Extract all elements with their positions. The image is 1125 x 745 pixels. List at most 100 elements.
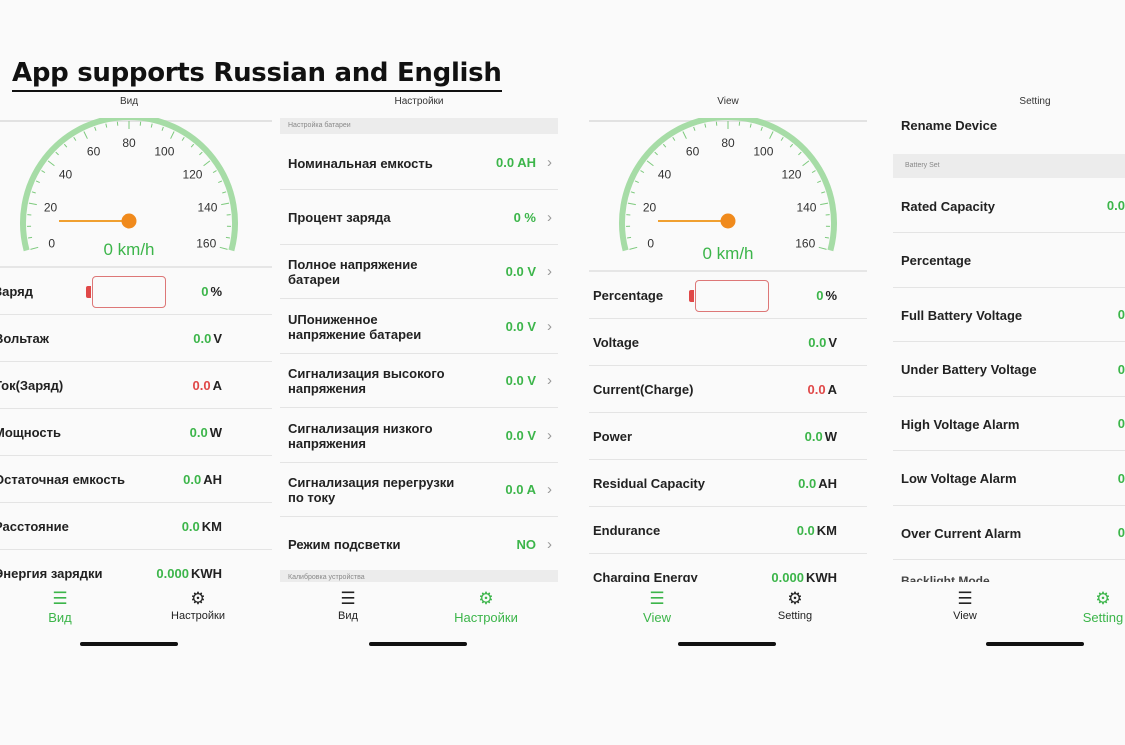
tab-view[interactable]: ☰ Вид xyxy=(0,590,120,626)
row-value: 0.0 xyxy=(796,523,815,538)
setting-value: 0 xyxy=(1117,470,1125,486)
tab-settings[interactable]: ⚙ Setting xyxy=(1043,590,1125,626)
row-label: Расстояние xyxy=(0,519,69,534)
row-label: Endurance xyxy=(593,523,661,538)
tab-settings[interactable]: ⚙ Setting xyxy=(735,590,855,623)
setting-row[interactable]: Режим подсветки NO › xyxy=(280,517,558,572)
gauge-tick xyxy=(219,246,228,250)
row-value: 0.0 xyxy=(807,382,826,397)
setting-row[interactable]: Low Voltage Alarm 0 xyxy=(893,451,1125,506)
tab-settings[interactable]: ⚙ Настройки xyxy=(138,590,258,623)
data-row: Endurance 0.0 KM xyxy=(589,507,867,554)
tab-view-label: Вид xyxy=(338,610,358,622)
setting-label: Full Battery Voltage xyxy=(901,307,1023,323)
phone-en-view: View 0 20 40 60 80 100 120 140 160 0 km/h Percen… xyxy=(589,92,867,652)
gauge-tick-label: 100 xyxy=(154,144,174,158)
gauge-arc xyxy=(20,118,238,252)
gauge-tick-label: 140 xyxy=(197,200,217,214)
gauge-tick xyxy=(35,180,40,184)
battery-icon xyxy=(689,280,769,312)
gauge-tick xyxy=(170,131,175,139)
tab-settings[interactable]: ⚙ Настройки xyxy=(426,590,546,626)
setting-row[interactable]: Rated Capacity 0.0 xyxy=(893,179,1125,233)
setting-row[interactable]: Percentage xyxy=(893,233,1125,288)
setting-value: 0 xyxy=(1117,361,1125,377)
setting-label: Процент заряда xyxy=(288,210,391,225)
gauge-tick xyxy=(802,160,810,167)
setting-label: Сигнализация высокого напряжения xyxy=(288,366,445,396)
phone-en-settings: Setting Rename Device Battery Set Rated … xyxy=(893,92,1125,652)
gauge-tick xyxy=(662,143,667,148)
gauge-tick xyxy=(821,191,826,194)
gauge-tick xyxy=(654,151,658,156)
setting-row[interactable]: UПониженное напряжение батареи 0.0 V › xyxy=(280,299,558,354)
tab-view-label: View xyxy=(953,610,977,622)
row-value: 0.0 xyxy=(183,472,202,487)
row-value: 0.0 xyxy=(192,378,211,393)
gauge-tick xyxy=(818,246,827,250)
tab-view-label: Вид xyxy=(48,610,72,625)
gauge-tick-label: 80 xyxy=(122,136,136,150)
gauge-tick-label: 40 xyxy=(658,167,672,181)
setting-row[interactable]: High Voltage Alarm 0 xyxy=(893,397,1125,451)
setting-row[interactable]: Сигнализация низкого напряжения 0.0 V › xyxy=(280,408,558,463)
gauge-tick xyxy=(105,123,108,128)
row-unit: AH xyxy=(203,472,222,487)
section-header-battery: Battery Set xyxy=(893,154,1125,178)
gauge-tick xyxy=(693,126,696,131)
row-unit: % xyxy=(210,284,222,299)
gauge-tick xyxy=(47,160,55,167)
setting-row[interactable]: Сигнализация перегрузки по току 0.0 A › xyxy=(280,463,558,517)
row-value: 0.0 xyxy=(181,519,200,534)
setting-label: Полное напряжение батареи xyxy=(288,257,418,287)
row-value: 0 xyxy=(201,284,209,299)
gauge-tick-label: 60 xyxy=(87,144,101,158)
list-icon: ☰ xyxy=(957,589,973,608)
section-header-calibration: Калибровка устройства xyxy=(280,570,558,582)
setting-row[interactable]: Full Battery Voltage 0 xyxy=(893,288,1125,342)
gauge-tick xyxy=(630,191,635,194)
setting-row[interactable]: Under Battery Voltage 0 xyxy=(893,342,1125,397)
gauge-tick-label: 60 xyxy=(686,144,700,158)
gauge-tick xyxy=(199,151,203,156)
row-unit: W xyxy=(824,429,837,444)
row-label: Заряд xyxy=(0,284,33,299)
setting-value: 0.0 V xyxy=(505,427,536,443)
tab-settings-label: Настройки xyxy=(454,610,518,625)
screen-title: Setting xyxy=(1019,96,1051,107)
list-icon: ☰ xyxy=(649,589,665,608)
home-indicator xyxy=(369,642,467,646)
chevron-right-icon: › xyxy=(547,535,552,553)
home-indicator xyxy=(986,642,1084,646)
row-value: 0.0 xyxy=(798,476,817,491)
chevron-right-icon: › xyxy=(547,263,552,280)
gauge-tick xyxy=(30,246,39,250)
gauge-tick-label: 160 xyxy=(795,237,815,251)
setting-label: Over Current Alarm xyxy=(901,525,1022,541)
gauge-tick-label: 160 xyxy=(196,237,216,251)
setting-row[interactable]: Номинальная емкость 0.0 AH › xyxy=(280,136,558,190)
gauge-tick xyxy=(769,131,774,139)
tab-view[interactable]: ☰ View xyxy=(597,589,717,626)
screen-title: Настройки xyxy=(394,96,444,107)
gauge-tick xyxy=(682,131,687,139)
setting-row[interactable]: Сигнализация высокого напряжения 0.0 V › xyxy=(280,354,558,408)
gauge-knob xyxy=(720,213,736,229)
tab-bar: ☰ View ⚙ Setting xyxy=(893,582,1125,628)
setting-label: Rated Capacity xyxy=(901,198,995,214)
gauge-tick xyxy=(672,137,676,141)
tab-view[interactable]: ☰ Вид xyxy=(288,590,408,623)
row-label: Charging Energy xyxy=(593,570,698,585)
gauge-tick-label: 100 xyxy=(753,144,773,158)
setting-row[interactable]: Процент заряда 0 % › xyxy=(280,190,558,245)
row-value: 0.0 xyxy=(808,335,827,350)
rename-device-button[interactable]: Rename Device xyxy=(901,118,998,133)
chevron-right-icon: › xyxy=(547,481,552,498)
setting-row[interactable]: Полное напряжение батареи 0.0 V › xyxy=(280,245,558,299)
setting-value: 0.0 V xyxy=(505,373,536,388)
gauge-tick xyxy=(789,143,794,148)
setting-row[interactable]: Over Current Alarm 0 xyxy=(893,506,1125,560)
tab-view[interactable]: ☰ View xyxy=(905,589,1025,623)
chevron-right-icon: › xyxy=(547,154,552,171)
row-label: Residual Capacity xyxy=(593,476,705,491)
